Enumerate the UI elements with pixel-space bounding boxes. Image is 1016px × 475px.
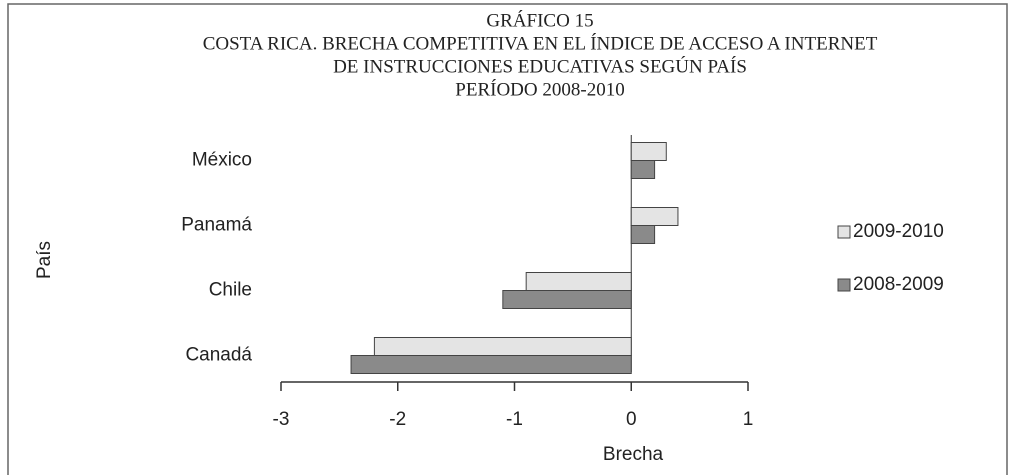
bar	[630, 160, 656, 179]
bar	[502, 290, 632, 309]
chart-title: COSTA RICA. BRECHA COMPETITIVA EN EL ÍND…	[203, 32, 878, 54]
y-tick-label: Chile	[209, 280, 252, 301]
bar	[350, 355, 632, 374]
chart-title: DE INSTRUCCIONES EDUCATIVAS SEGÚN PAÍS	[333, 55, 747, 77]
bar	[525, 272, 632, 291]
bar	[630, 207, 679, 226]
x-tick-label: -3	[273, 409, 290, 430]
x-tick-label: -1	[506, 409, 523, 430]
y-tick-label: México	[192, 150, 252, 171]
bar	[630, 225, 656, 244]
legend-label: 2008-2009	[853, 274, 944, 295]
bar	[373, 337, 632, 356]
legend-label: 2009-2010	[853, 221, 944, 242]
frame	[7, 3, 1008, 475]
chart-title: PERÍODO 2008-2010	[455, 78, 624, 100]
x-axis-label: Brecha	[603, 444, 664, 465]
x-tick-label: 0	[626, 409, 637, 430]
chart-title: GRÁFICO 15	[486, 9, 593, 31]
legend-swatch	[837, 278, 851, 292]
bar	[630, 142, 667, 161]
x-tick-label: -2	[389, 409, 406, 430]
legend-swatch	[837, 225, 851, 239]
y-axis-label: País	[34, 241, 55, 279]
y-tick-label: Panamá	[181, 215, 252, 236]
x-tick-label: 1	[743, 409, 754, 430]
y-tick-label: Canadá	[185, 345, 252, 366]
